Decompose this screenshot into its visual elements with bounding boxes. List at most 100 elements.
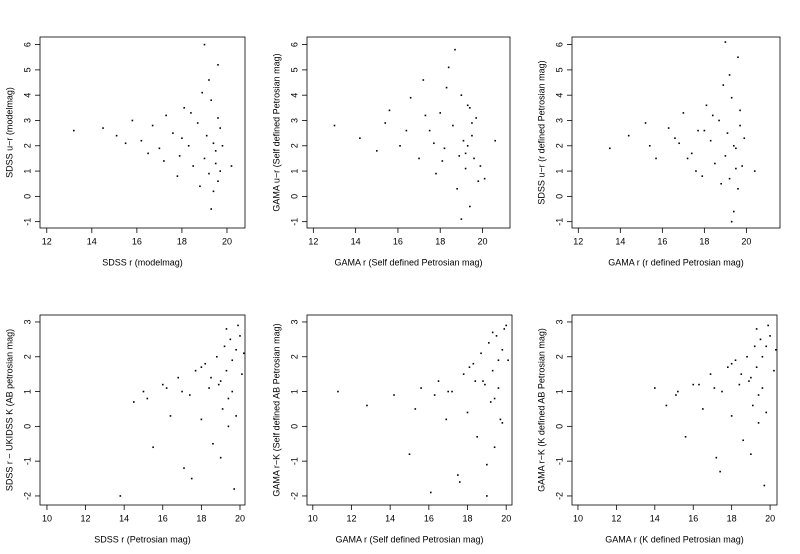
point bbox=[443, 147, 446, 150]
point bbox=[165, 114, 167, 117]
point bbox=[237, 324, 239, 327]
point bbox=[219, 380, 222, 382]
x-tick-label: 12 bbox=[308, 236, 318, 246]
point bbox=[158, 147, 161, 150]
point bbox=[494, 139, 496, 142]
point bbox=[757, 394, 760, 396]
point bbox=[476, 435, 478, 438]
y-tick-label: 4 bbox=[289, 93, 299, 98]
x-tick-label: 14 bbox=[87, 236, 97, 246]
point bbox=[441, 160, 444, 162]
point bbox=[194, 369, 197, 372]
point bbox=[433, 394, 436, 396]
point bbox=[482, 380, 484, 382]
point bbox=[491, 331, 494, 334]
point bbox=[183, 107, 185, 109]
point bbox=[483, 177, 486, 180]
plot-frame bbox=[571, 314, 778, 506]
point bbox=[750, 376, 752, 379]
point bbox=[761, 387, 764, 389]
point bbox=[722, 84, 725, 86]
y-tick-label: 2 bbox=[554, 354, 564, 359]
point bbox=[705, 104, 708, 107]
y-tick-label: -2 bbox=[554, 492, 564, 500]
point bbox=[147, 152, 149, 155]
x-axis-label: GAMA r (Self defined Petrosian mag) bbox=[334, 257, 482, 267]
x-tick-label: 10 bbox=[42, 513, 52, 523]
point bbox=[408, 453, 411, 455]
x-tick-label: 12 bbox=[611, 513, 621, 523]
point bbox=[405, 129, 408, 132]
x-tick-label: 18 bbox=[177, 236, 187, 246]
point bbox=[486, 463, 488, 466]
point bbox=[720, 182, 722, 185]
point bbox=[231, 359, 234, 362]
point bbox=[464, 152, 467, 155]
point bbox=[474, 380, 477, 382]
point bbox=[201, 91, 203, 94]
y-tick-label: 0 bbox=[22, 424, 32, 429]
point bbox=[711, 114, 714, 117]
point bbox=[495, 335, 498, 337]
point bbox=[690, 152, 693, 155]
point bbox=[119, 495, 122, 497]
y-tick-label: 1 bbox=[22, 389, 32, 394]
point bbox=[196, 122, 199, 124]
point bbox=[452, 124, 454, 127]
y-tick-label: 0 bbox=[22, 194, 32, 199]
point bbox=[737, 187, 739, 190]
point bbox=[221, 144, 224, 147]
y-tick-label: 4 bbox=[22, 93, 32, 98]
x-tick-label: 12 bbox=[42, 236, 52, 246]
point bbox=[462, 139, 465, 142]
point bbox=[759, 338, 762, 341]
point bbox=[447, 390, 449, 393]
y-tick-label: 2 bbox=[22, 354, 32, 359]
point bbox=[737, 56, 739, 59]
point bbox=[72, 129, 75, 132]
point bbox=[505, 324, 507, 327]
point bbox=[748, 380, 750, 382]
point bbox=[447, 66, 450, 69]
y-tick-label: 3 bbox=[554, 319, 564, 324]
point bbox=[133, 401, 135, 403]
y-tick-label: 2 bbox=[289, 354, 299, 359]
x-tick-label: 18 bbox=[196, 513, 206, 523]
point bbox=[627, 134, 630, 137]
point bbox=[740, 373, 743, 375]
point bbox=[235, 415, 237, 417]
point bbox=[424, 114, 427, 117]
point bbox=[466, 411, 469, 414]
x-tick-label: 16 bbox=[132, 236, 142, 246]
y-tick-label: 3 bbox=[554, 118, 564, 123]
point bbox=[730, 220, 733, 223]
point bbox=[399, 144, 401, 147]
y-tick-label: 6 bbox=[554, 42, 564, 47]
y-axis-label: GAMA u−r (Self defined Petrosian mag) bbox=[271, 53, 281, 211]
point bbox=[739, 109, 741, 112]
y-tick-label: -2 bbox=[22, 492, 32, 500]
point bbox=[677, 390, 679, 393]
point bbox=[208, 387, 210, 389]
point bbox=[366, 404, 368, 407]
point bbox=[724, 155, 727, 157]
point bbox=[140, 139, 143, 142]
point bbox=[437, 380, 440, 382]
point bbox=[709, 139, 712, 142]
point bbox=[655, 157, 657, 160]
plot-frame bbox=[39, 36, 246, 229]
point bbox=[177, 376, 180, 379]
point bbox=[458, 481, 461, 483]
point bbox=[507, 359, 509, 362]
point bbox=[713, 387, 716, 389]
point bbox=[219, 170, 222, 172]
x-axis-label: GAMA r (K defined Petrosian mag) bbox=[605, 534, 744, 544]
point bbox=[208, 79, 210, 81]
y-tick-label: 0 bbox=[289, 424, 299, 429]
point bbox=[503, 328, 506, 330]
point bbox=[761, 355, 764, 358]
x-tick-label: 16 bbox=[424, 513, 434, 523]
y-tick-label: -1 bbox=[22, 218, 32, 226]
plot-frame bbox=[571, 36, 781, 229]
